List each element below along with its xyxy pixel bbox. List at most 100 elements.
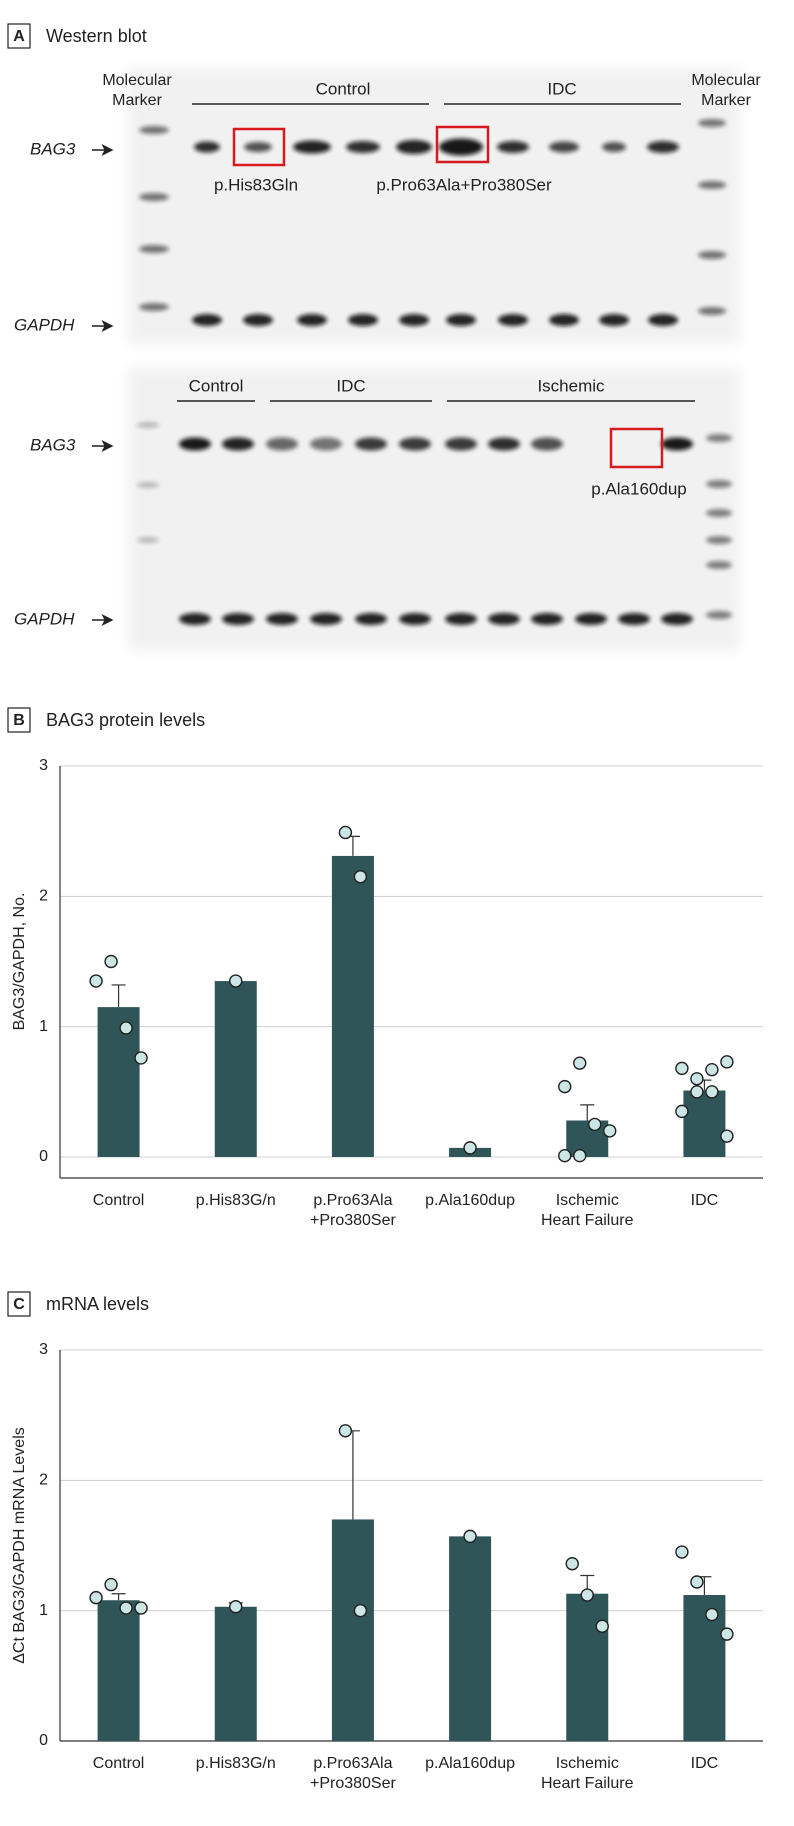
band — [266, 437, 298, 451]
panel-label: C — [13, 1296, 25, 1313]
band — [706, 509, 732, 517]
row-label: BAG3 — [30, 435, 76, 454]
band — [531, 437, 563, 451]
bar — [214, 1606, 257, 1741]
x-tick-label: IDC — [691, 1755, 719, 1772]
group-label: Control — [189, 376, 244, 395]
highlight-box — [435, 125, 490, 164]
band — [222, 437, 254, 451]
band — [348, 314, 378, 326]
blot-images — [128, 68, 740, 650]
data-point — [580, 1588, 594, 1602]
x-tick-label: p.His83G/n — [196, 1192, 276, 1209]
data-point — [603, 1124, 617, 1138]
chart-title: BAG3 protein levels — [46, 710, 205, 730]
error-bar — [345, 1430, 360, 1520]
band — [179, 437, 211, 451]
data-point — [565, 1557, 579, 1571]
data-point — [588, 1117, 602, 1132]
band — [488, 613, 520, 625]
band — [192, 314, 222, 326]
band — [139, 126, 169, 134]
data-point — [705, 1607, 719, 1622]
band — [310, 613, 342, 625]
data-point — [134, 1601, 148, 1615]
marker-label: Molecular Marker — [102, 72, 172, 109]
x-tick-label: p.His83G/n — [196, 1755, 276, 1772]
band — [575, 613, 607, 625]
error-bar — [111, 984, 126, 1008]
data-point — [690, 1575, 704, 1589]
panel-box — [7, 707, 31, 733]
data-point — [134, 1051, 148, 1065]
band — [661, 613, 693, 625]
data-point — [573, 1056, 587, 1070]
data-point — [463, 1141, 477, 1155]
band — [661, 437, 693, 451]
y-tick-label: 2 — [39, 1472, 48, 1489]
band — [399, 437, 431, 451]
band — [602, 142, 626, 152]
highlight-box — [609, 427, 664, 469]
band — [355, 437, 387, 451]
group-label: IDC — [336, 376, 365, 395]
band — [706, 561, 732, 569]
band — [698, 119, 726, 127]
band — [355, 613, 387, 625]
band — [445, 613, 477, 625]
panel-box — [7, 1291, 31, 1317]
data-point — [720, 1129, 734, 1143]
band — [706, 611, 732, 619]
y-axis-label: ΔCt BAG3/GAPDH mRNA Levels — [11, 1427, 28, 1664]
data-point — [353, 1603, 368, 1618]
band — [706, 434, 732, 442]
y-tick-label: 3 — [39, 757, 48, 774]
band — [706, 536, 732, 544]
band — [549, 141, 579, 153]
y-tick-label: 0 — [39, 1148, 48, 1165]
row-label: GAPDH — [14, 609, 75, 628]
data-point — [338, 1424, 353, 1438]
band — [244, 142, 272, 152]
data-point — [720, 1055, 734, 1069]
group-label: IDC — [547, 79, 576, 98]
band — [618, 613, 650, 625]
data-point — [119, 1601, 133, 1615]
data-point — [463, 1529, 477, 1544]
data-point — [89, 974, 103, 988]
variant-label: p.Ala160dup — [591, 479, 686, 498]
band — [137, 482, 159, 488]
error-bar — [580, 1104, 595, 1121]
data-point — [573, 1148, 587, 1163]
data-point — [690, 1085, 704, 1099]
chart-title: mRNA levels — [46, 1294, 149, 1314]
data-point — [104, 954, 118, 969]
bar — [683, 1090, 726, 1157]
bar — [566, 1120, 609, 1157]
x-tick-label: Control — [93, 1192, 145, 1209]
band — [194, 141, 220, 153]
x-tick-label: p.Ala160dup — [425, 1192, 515, 1209]
blot-2 — [128, 368, 740, 650]
data-point — [675, 1104, 689, 1119]
band — [698, 307, 726, 315]
data-point — [104, 1577, 118, 1592]
data-point — [338, 825, 353, 840]
row-label: GAPDH — [14, 315, 75, 334]
row-label: BAG3 — [30, 139, 76, 158]
band — [222, 613, 254, 625]
y-axis-label: BAG3/GAPDH, No. — [11, 893, 28, 1031]
y-tick-label: 0 — [39, 1732, 48, 1749]
band — [310, 437, 342, 451]
bar — [331, 1519, 374, 1741]
variant-label: p.Pro63Ala+Pro380Ser — [376, 175, 552, 194]
y-tick-label: 3 — [39, 1341, 48, 1358]
band — [706, 480, 732, 488]
panel-label: A — [13, 28, 25, 45]
bar — [683, 1595, 726, 1741]
x-tick-label: Ischemic Heart Failure — [541, 1755, 634, 1792]
band — [647, 141, 679, 153]
blot-1 — [128, 68, 740, 344]
band — [293, 140, 331, 154]
